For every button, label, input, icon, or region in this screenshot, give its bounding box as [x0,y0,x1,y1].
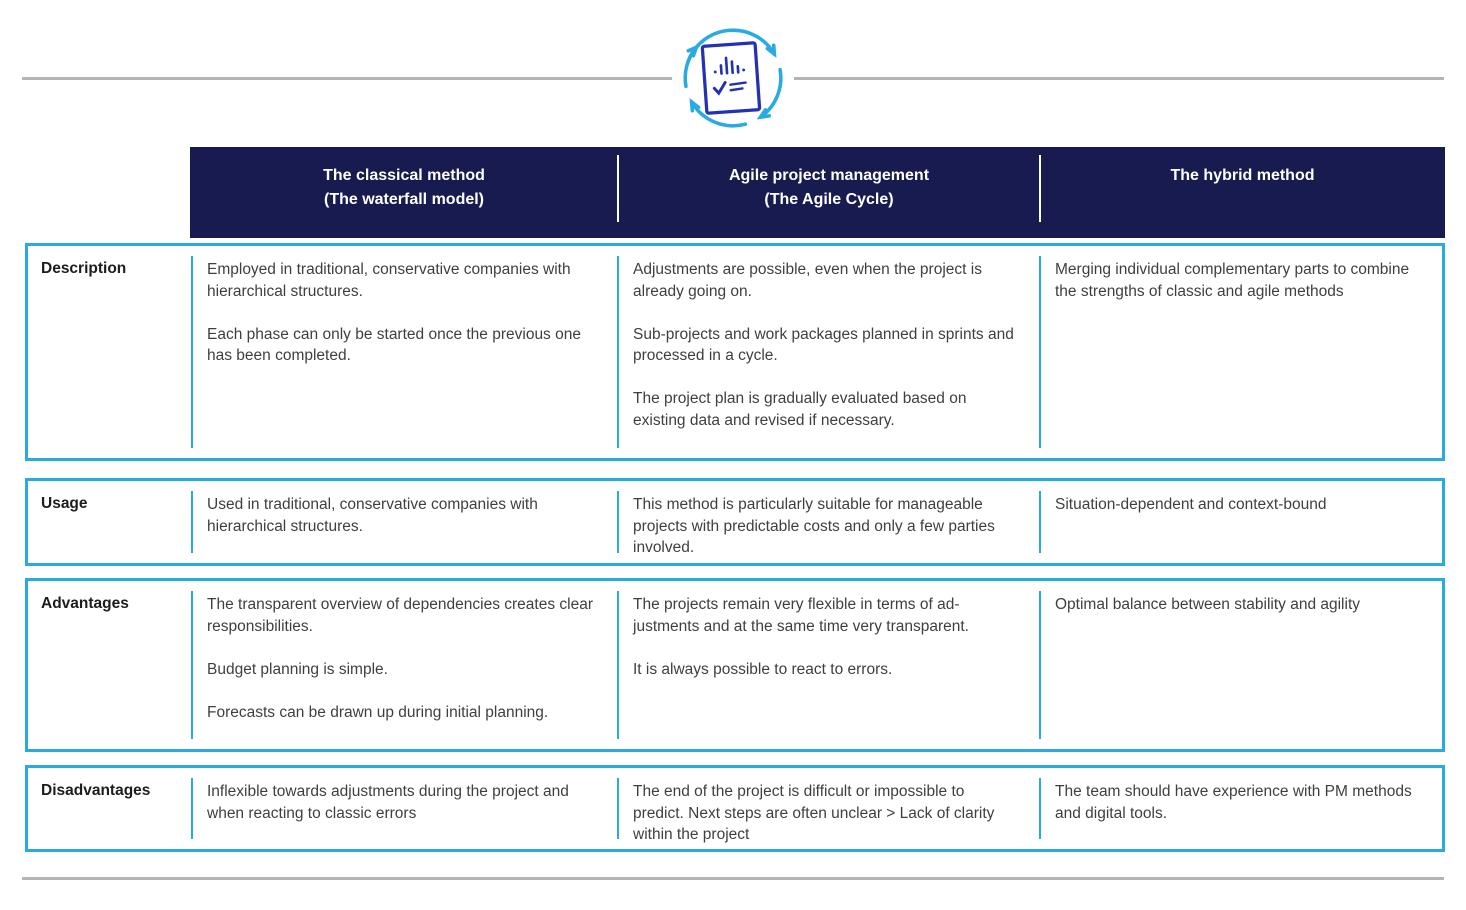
usage-hybrid-cell: Situation-dependent and context-bound [1039,481,1442,563]
document-icon [700,41,762,115]
cell-paragraph: Merging individual complementary parts t… [1055,261,1410,300]
cell-paragraph: The project plan is gradually evaluated … [633,390,967,429]
header-title: Agile project management [728,167,930,184]
row-label: Advantages [41,595,129,612]
cycle-arrows [683,28,783,128]
description-classical-cell: Employed in traditional, conservative co… [191,246,618,458]
bar-chart-glyph [713,56,746,75]
row-label: Description [41,260,127,277]
cell-paragraph: The end of the project is difficult or i… [633,783,995,843]
disadvantages-classical-cell: Inflexible towards adjustments during th… [191,768,618,849]
cell-paragraph: Adjustments are possible, even when the … [633,261,982,300]
usage-classical-cell: Used in traditional, conservative compan… [191,481,618,563]
cell-paragraph: Optimal balance between stability and ag… [1055,596,1361,613]
cell-paragraph: Used in traditional, conservative compan… [207,496,538,535]
disadvantages-hybrid-cell: The team should have experience with PM … [1039,768,1442,849]
project-cycle-icon [672,17,794,139]
cell-paragraph: This method is particularly suitable for… [633,496,995,556]
cell-paragraph: Inflexible towards adjustments during th… [207,783,569,822]
header-cell-agile: Agile project management (The Agile Cycl… [617,147,1040,238]
header-title: The hybrid method [1170,167,1315,184]
description-hybrid-cell: Merging individual complementary parts t… [1039,246,1442,458]
bottom-divider-line [22,877,1444,880]
header-cell-hybrid: The hybrid method [1039,147,1445,238]
cell-paragraph: It is always possible to react to errors… [633,660,893,678]
row-label: Disadvantages [41,782,151,799]
usage-agile-cell: This method is particularly suitable for… [617,481,1040,563]
disadvantages-agile-cell: The end of the project is difficult or i… [617,768,1040,849]
description-agile-cell: Adjustments are possible, even when the … [617,246,1040,458]
row-label: Usage [41,495,88,512]
checkmark-glyph [712,81,747,96]
cell-paragraph: The projects remain very flexible in ter… [633,596,969,635]
row-advantages: Advantages The transparent overview of d… [25,578,1445,752]
row-usage: Usage Used in traditional, conservative … [25,478,1445,566]
row-disadvantages: Disadvantages Inflexible towards adjustm… [25,765,1445,852]
cell-paragraph: Forecasts can be drawn up during initial… [207,703,549,721]
advantages-agile-cell: The projects remain very flexible in ter… [617,581,1040,749]
header-subtitle: (The waterfall model) [323,191,485,208]
cell-paragraph: Sub-projects and work packages planned i… [633,325,1014,365]
cycle-arrows-document-icon [683,28,783,128]
advantages-classical-cell: The transparent overview of dependencies… [191,581,618,749]
cell-paragraph: Each phase can only be started once the … [207,325,581,365]
header-subtitle: (The Agile Cycle) [764,191,894,208]
row-description: Description Employed in traditional, con… [25,243,1445,461]
cell-paragraph: Situation-dependent and context-bound [1055,496,1327,513]
cell-paragraph: Budget planning is simple. [207,660,388,678]
header-cell-classical: The classical method (The waterfall mode… [190,147,618,238]
header-title: The classical method [323,167,485,184]
cell-paragraph: The team should have experience with PM … [1055,783,1412,822]
cell-paragraph: The transparent overview of dependencies… [207,596,593,635]
table-header-row: The classical method (The waterfall mode… [190,147,1445,238]
cell-paragraph: Employed in traditional, conservative co… [207,261,571,300]
advantages-hybrid-cell: Optimal balance between stability and ag… [1039,581,1442,749]
